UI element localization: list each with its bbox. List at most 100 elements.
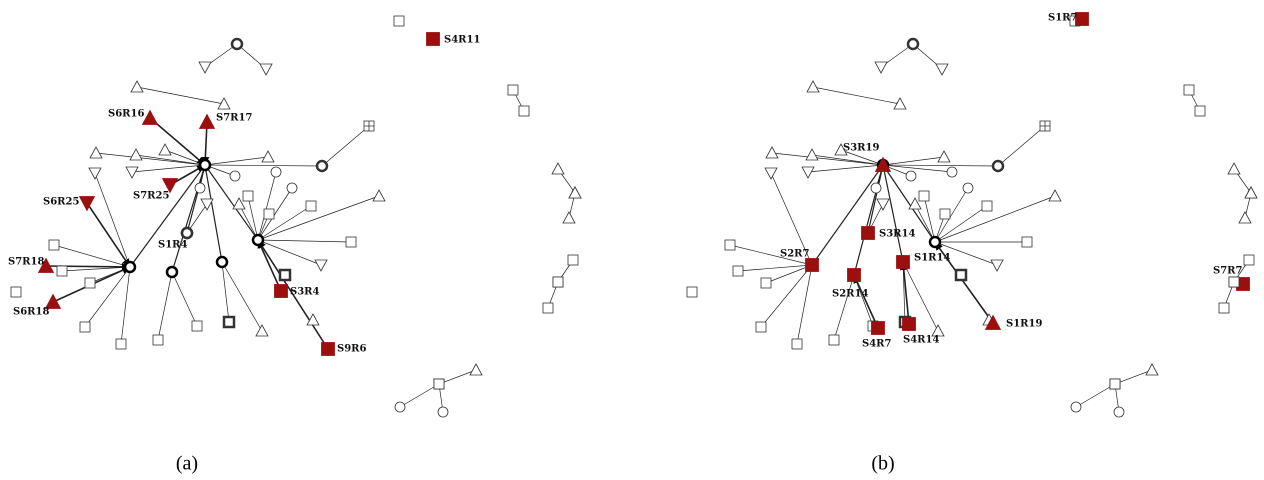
node (801, 166, 815, 179)
node (764, 167, 778, 180)
node (152, 334, 164, 346)
caption: (b) (871, 453, 894, 475)
edge (853, 164, 885, 276)
node (79, 321, 91, 333)
node (562, 211, 576, 224)
edge (135, 154, 206, 167)
node (270, 166, 282, 178)
node (805, 258, 819, 272)
edge (811, 164, 884, 266)
edge (94, 172, 131, 268)
node-label: S1R7 (1048, 13, 1077, 24)
node (306, 313, 320, 326)
edge (923, 195, 936, 243)
node (321, 342, 335, 356)
node-label: S2R7 (780, 249, 809, 260)
node (732, 265, 744, 277)
node (191, 320, 203, 332)
node (1243, 254, 1255, 266)
edge (1075, 383, 1116, 408)
node (1228, 276, 1240, 288)
node (255, 324, 269, 337)
edge (53, 244, 131, 268)
node (129, 148, 143, 161)
node (939, 208, 951, 220)
node-label: S7R18 (8, 257, 44, 268)
node (393, 15, 405, 27)
node (232, 197, 246, 210)
node-label: S3R14 (879, 229, 915, 240)
hub (251, 233, 265, 247)
edge (86, 202, 131, 268)
node-label: S7R25 (133, 191, 169, 202)
edge (770, 172, 813, 266)
edge (796, 264, 814, 345)
node (217, 97, 231, 110)
node (908, 197, 922, 210)
node (141, 109, 159, 125)
node (791, 338, 803, 350)
node-label: S3R4 (290, 287, 319, 298)
edge (729, 244, 813, 266)
node (56, 265, 68, 277)
edge (934, 241, 998, 266)
node (552, 276, 564, 288)
node (84, 277, 96, 289)
edge (934, 205, 988, 243)
node (518, 105, 530, 117)
edge (95, 152, 206, 167)
node (263, 208, 275, 220)
node (931, 324, 945, 337)
edge (201, 121, 210, 166)
node (981, 200, 993, 212)
hub (198, 158, 212, 172)
edge (737, 263, 813, 272)
node-label: S3R19 (843, 143, 879, 154)
node (896, 255, 910, 269)
node (305, 200, 317, 212)
node-label: S7R17 (216, 113, 252, 124)
edge (914, 203, 936, 243)
hub (123, 260, 137, 274)
hub (215, 255, 229, 269)
node (893, 97, 907, 110)
edge (257, 195, 380, 241)
hub (165, 265, 179, 279)
edge (84, 266, 131, 328)
node (902, 317, 916, 331)
node (1238, 211, 1252, 224)
edge (760, 264, 813, 328)
edge (171, 271, 198, 327)
node-label: S1R4 (158, 240, 187, 251)
edge (882, 163, 953, 173)
node (345, 236, 357, 248)
node-label: S2R14 (832, 289, 868, 300)
edge (204, 164, 259, 241)
node (991, 159, 1005, 173)
node (828, 334, 840, 346)
node (78, 196, 96, 212)
node (230, 37, 244, 51)
node (259, 63, 273, 76)
edge (881, 164, 904, 263)
node (194, 182, 206, 194)
edge (120, 266, 132, 345)
node (198, 113, 216, 129)
node (198, 61, 212, 74)
edge (61, 265, 131, 272)
node (861, 226, 875, 240)
node (10, 286, 22, 298)
node (937, 150, 951, 163)
edge (840, 149, 884, 166)
node (1218, 302, 1230, 314)
edge (882, 164, 936, 243)
node (115, 338, 127, 350)
node (686, 286, 698, 298)
node (161, 178, 179, 194)
node (278, 268, 292, 282)
edge (238, 203, 259, 241)
edge (812, 86, 901, 106)
node (89, 146, 103, 159)
node (906, 37, 920, 51)
